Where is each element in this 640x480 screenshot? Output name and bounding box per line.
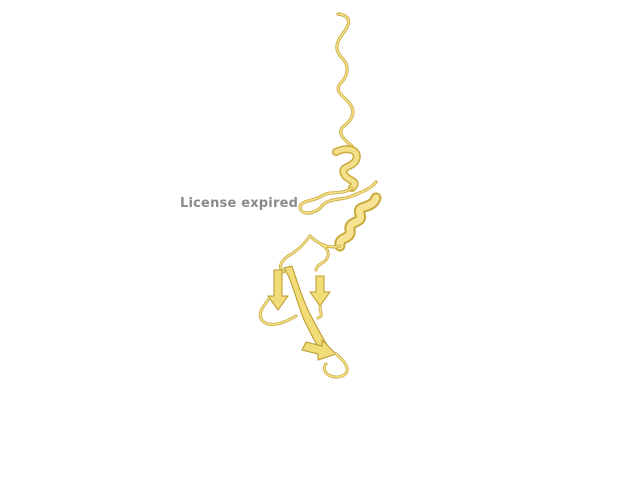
beta-strand-1	[267, 269, 289, 311]
alpha-helix-2	[334, 192, 382, 252]
beta-strand-2	[309, 275, 331, 307]
alpha-helix-1	[332, 145, 361, 192]
license-expired-watermark: License expired	[180, 196, 299, 211]
beta-strand-4	[301, 338, 337, 361]
